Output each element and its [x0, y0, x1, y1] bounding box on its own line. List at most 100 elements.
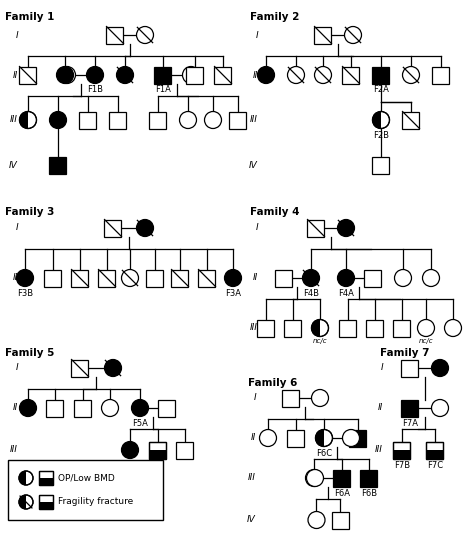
Text: nc/c: nc/c: [419, 339, 433, 344]
Bar: [361, 470, 377, 486]
Wedge shape: [19, 111, 28, 129]
Bar: [45, 270, 62, 286]
Circle shape: [445, 320, 462, 336]
Bar: [146, 270, 164, 286]
Text: F3B: F3B: [17, 289, 33, 297]
Bar: [315, 27, 331, 43]
Text: F4B: F4B: [303, 289, 319, 297]
Bar: [149, 450, 166, 458]
Text: III: III: [10, 446, 18, 455]
Circle shape: [131, 399, 148, 417]
Circle shape: [19, 111, 36, 129]
Text: F2A: F2A: [373, 86, 389, 95]
Bar: [155, 66, 172, 84]
Bar: [334, 470, 350, 486]
Bar: [257, 320, 274, 336]
Circle shape: [182, 66, 200, 84]
Bar: [149, 442, 166, 458]
Bar: [107, 27, 124, 43]
Bar: [19, 66, 36, 84]
Bar: [39, 478, 53, 485]
Bar: [343, 66, 359, 84]
Text: nc/c: nc/c: [313, 339, 328, 344]
Bar: [349, 429, 366, 447]
Text: I: I: [254, 393, 256, 403]
Bar: [104, 219, 121, 237]
Bar: [229, 111, 246, 129]
Circle shape: [180, 111, 197, 129]
Text: II: II: [13, 273, 18, 282]
Circle shape: [259, 429, 276, 447]
Bar: [366, 320, 383, 336]
Circle shape: [431, 359, 448, 377]
Text: I: I: [15, 364, 18, 373]
Text: III: III: [10, 115, 18, 125]
Text: II: II: [378, 403, 383, 413]
Text: F5A: F5A: [132, 418, 148, 428]
Circle shape: [121, 442, 138, 458]
Bar: [74, 399, 91, 417]
Text: I: I: [15, 223, 18, 232]
Text: Family 2: Family 2: [250, 12, 300, 22]
Circle shape: [337, 270, 355, 286]
Circle shape: [315, 66, 331, 84]
Text: II: II: [251, 433, 256, 442]
Text: II: II: [13, 403, 18, 413]
Bar: [308, 219, 325, 237]
Circle shape: [337, 219, 355, 237]
Text: F7C: F7C: [427, 461, 443, 470]
Bar: [39, 471, 53, 485]
Bar: [401, 399, 419, 417]
Bar: [49, 157, 66, 173]
Bar: [339, 320, 356, 336]
Text: II: II: [253, 71, 258, 80]
Bar: [39, 495, 53, 509]
Text: IV: IV: [247, 515, 256, 525]
Circle shape: [121, 270, 138, 286]
Text: I: I: [255, 31, 258, 40]
Bar: [39, 502, 53, 509]
Bar: [402, 111, 419, 129]
Circle shape: [19, 399, 36, 417]
Circle shape: [137, 219, 154, 237]
Text: F7B: F7B: [394, 461, 410, 470]
Text: III: III: [250, 324, 258, 333]
Bar: [284, 320, 301, 336]
Text: Fragility fracture: Fragility fracture: [58, 497, 133, 506]
Bar: [393, 442, 410, 458]
Circle shape: [58, 66, 75, 84]
Circle shape: [56, 66, 73, 84]
Bar: [186, 66, 203, 84]
Circle shape: [343, 429, 359, 447]
Text: F5B: F5B: [122, 461, 138, 470]
Bar: [72, 270, 89, 286]
Circle shape: [431, 399, 448, 417]
Bar: [46, 399, 64, 417]
Circle shape: [288, 66, 304, 84]
Bar: [80, 111, 97, 129]
Bar: [283, 389, 300, 407]
Circle shape: [104, 359, 121, 377]
Text: III: III: [248, 473, 256, 482]
Text: IV: IV: [249, 160, 258, 169]
Text: F7A: F7A: [402, 418, 418, 428]
Bar: [215, 66, 231, 84]
Bar: [427, 442, 444, 458]
Circle shape: [137, 27, 154, 43]
Bar: [332, 511, 349, 529]
Circle shape: [101, 399, 118, 417]
Text: F6C: F6C: [316, 448, 332, 457]
Text: F1B: F1B: [87, 86, 103, 95]
Text: OP/Low BMD: OP/Low BMD: [58, 473, 115, 482]
Bar: [99, 270, 116, 286]
Text: F6B: F6B: [361, 488, 377, 497]
Circle shape: [311, 389, 328, 407]
Bar: [39, 471, 53, 485]
Bar: [365, 270, 382, 286]
Bar: [149, 111, 166, 129]
Bar: [401, 359, 419, 377]
Bar: [373, 66, 390, 84]
Text: Family 6: Family 6: [248, 378, 297, 388]
Bar: [427, 442, 444, 458]
Circle shape: [345, 27, 362, 43]
